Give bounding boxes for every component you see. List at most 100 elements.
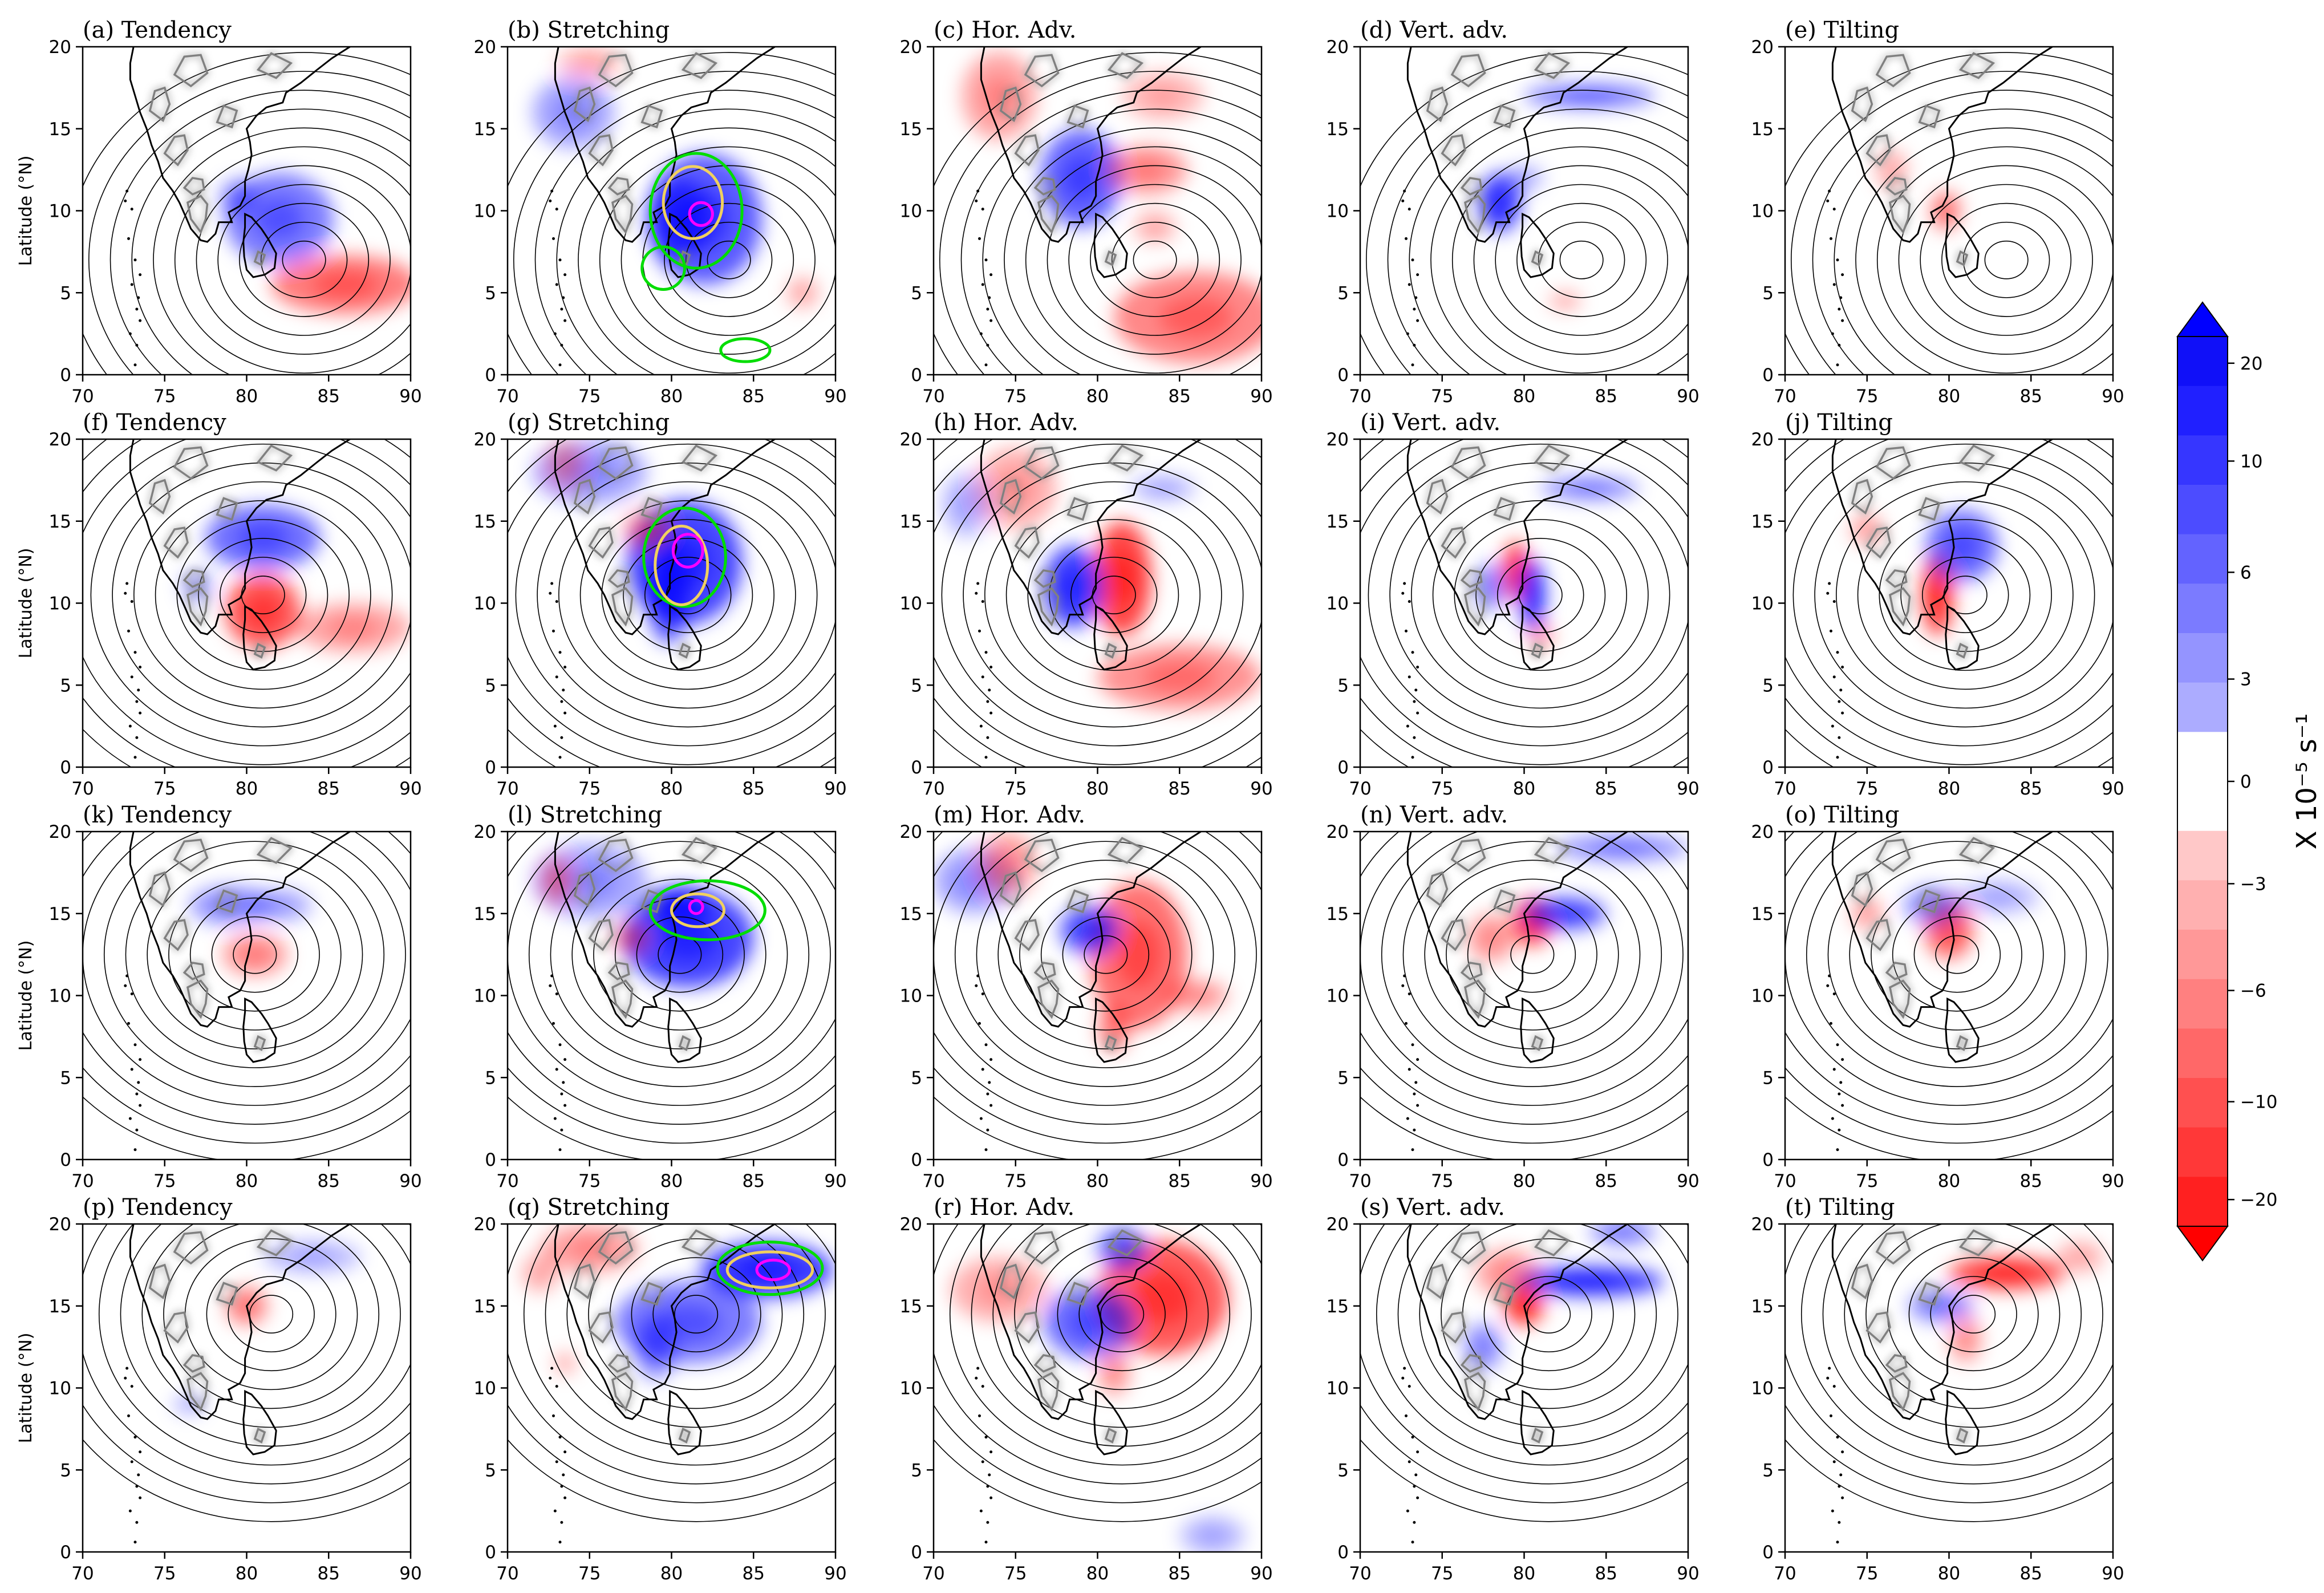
map-body [934, 439, 1262, 767]
terrain-contour [678, 642, 691, 659]
y-tick-label: 0 [911, 1542, 922, 1563]
y-tick-label: 20 [1327, 822, 1349, 842]
x-tick-label: 80 [1513, 779, 1535, 799]
x-tick-label: 85 [743, 386, 765, 407]
x-tick-label: 85 [1595, 1171, 1617, 1191]
islands [1401, 582, 1419, 759]
streamfunction-contour [1785, 439, 2113, 767]
island-dot [1831, 1117, 1834, 1120]
y-tick-label: 20 [474, 822, 496, 842]
streamfunction-contour [206, 1257, 336, 1372]
negative-anomaly-core [1181, 988, 1211, 1003]
anomaly-shading [1478, 84, 1656, 311]
terrain-contours-sharp [999, 52, 1144, 266]
island-dot [562, 1081, 565, 1084]
terrain-contour [598, 838, 634, 873]
y-tick-label: 15 [474, 512, 496, 532]
streamfunction-contour [1419, 1224, 1678, 1428]
x-tick-label: 90 [1677, 1563, 1699, 1584]
y-axis-label: Latitude (°N) [16, 548, 36, 659]
streamfunction-contour [534, 90, 835, 375]
island-dot [1414, 1081, 1418, 1084]
negative-anomaly-core [2069, 1249, 2091, 1264]
streamfunction-contour [1360, 832, 1688, 1106]
positive-anomaly-core [658, 573, 678, 617]
terrain-contour [1956, 642, 1969, 659]
map-panel: 70 75 80 85 90 0 5 10 15 20 (p) Tendency Latitude (… [16, 1194, 422, 1584]
streamfunction-contour [174, 146, 411, 374]
terrain-contour [216, 497, 238, 521]
x-tick-label: 90 [1677, 779, 1699, 799]
island-dot [555, 992, 558, 996]
positive-anomaly-core [181, 1400, 197, 1409]
terrain-contour [573, 479, 596, 515]
terrain-contour [607, 569, 630, 588]
terrain-contour [1104, 1427, 1117, 1444]
terrain-contours-sharp [1851, 52, 1996, 266]
island-dot [1836, 363, 1839, 367]
streamfunction-contour [233, 935, 277, 974]
panel-title: (i) Vert. adv. [1360, 410, 1500, 436]
streamfunction-contour [1785, 439, 2113, 765]
x-tick-label: 70 [496, 779, 518, 799]
island-dot [133, 363, 137, 367]
y-tick-label: 20 [900, 37, 922, 58]
island-dot [124, 984, 127, 987]
x-tick-label: 75 [578, 386, 601, 407]
island-dot [1841, 1450, 1844, 1454]
terrain-contour [1104, 642, 1117, 659]
terrain-contour [1865, 1311, 1892, 1344]
x-tick-label: 85 [1595, 1563, 1617, 1584]
negative-anomaly-core [1930, 576, 1945, 614]
green-contour [640, 245, 686, 291]
streamfunction-contour [1855, 127, 2113, 375]
island-dot [563, 1496, 567, 1499]
island-dot [555, 1559, 558, 1562]
island-dot [1838, 1521, 1841, 1524]
anomaly-shading [181, 505, 411, 652]
x-tick-label: 80 [660, 779, 683, 799]
x-tick-label: 85 [1169, 1563, 1191, 1584]
islands [975, 974, 993, 1152]
y-tick-label: 0 [60, 365, 71, 386]
y-tick-label: 20 [49, 429, 71, 450]
terrain-contours-sharp [148, 444, 293, 659]
colorbar-segment [2177, 1127, 2228, 1177]
x-tick-label: 70 [1774, 1563, 1796, 1584]
y-tick-label: 15 [900, 512, 922, 532]
terrain-contour [1875, 1231, 1911, 1265]
terrain-contour [588, 134, 614, 167]
panel-grid: 70 75 80 85 90 0 5 10 15 20 (a) Tendency Latitude (… [16, 17, 2124, 1584]
streamfunction-contour [83, 1224, 411, 1485]
island-dot [975, 199, 978, 202]
island-dot [1408, 1068, 1411, 1071]
island-dot [1841, 711, 1844, 715]
island-dot [988, 296, 991, 299]
colorbar-tick-label: 3 [2240, 670, 2252, 690]
positive-anomaly-core [1526, 578, 1539, 611]
island-dot [1408, 382, 1411, 384]
x-tick-label: 80 [660, 386, 683, 407]
island-dot [1411, 756, 1414, 759]
island-dot [1838, 736, 1841, 739]
green-contour [648, 879, 766, 942]
island-dot [988, 1473, 991, 1477]
island-dot [560, 1092, 563, 1096]
map-panel: 70 75 80 85 90 0 5 10 15 20 (h) Hor. Adv. [900, 410, 1273, 799]
axes: 70 75 80 85 90 0 5 10 15 20 [1327, 1214, 1700, 1584]
island-dot [130, 283, 133, 286]
negative-anomaly-core [1106, 1360, 1122, 1383]
positive-anomaly-core [1076, 919, 1103, 941]
coastline [1831, 439, 2053, 635]
island-dot [1838, 1092, 1841, 1096]
terrain-contours-sharp [573, 444, 718, 659]
anomaly-shading [189, 885, 313, 976]
streamfunction-contour [1538, 221, 1625, 298]
panel-frame [1359, 830, 1689, 1161]
island-dot [984, 756, 988, 759]
panel-title: (p) Tendency [83, 1194, 233, 1221]
terrain-contour [607, 176, 630, 196]
terrain-contour [253, 250, 266, 266]
terrain-contours-sharp [999, 837, 1144, 1051]
island-dot [128, 1117, 132, 1120]
